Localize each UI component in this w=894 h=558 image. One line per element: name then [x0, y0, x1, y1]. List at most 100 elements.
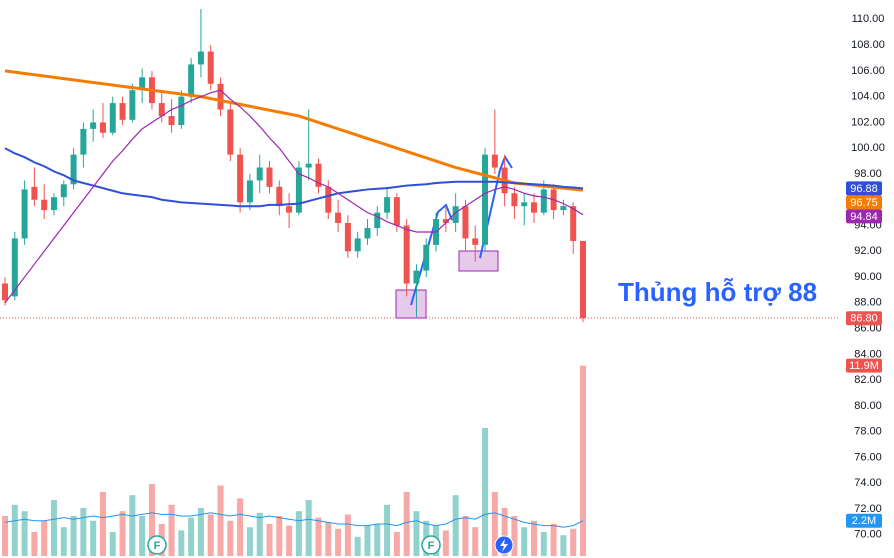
candle-body — [482, 154, 489, 245]
volume-bar — [227, 520, 234, 556]
y-tick-label: 110.00 — [852, 13, 885, 25]
event-marker: F — [147, 535, 167, 555]
y-tick-label: 74.00 — [854, 477, 882, 489]
candle-body — [423, 244, 430, 271]
candle-body — [462, 206, 469, 239]
volume-bar — [472, 527, 479, 556]
y-tick-label: 92.00 — [854, 245, 882, 257]
volume-bar — [491, 492, 498, 556]
volume-bar — [374, 524, 381, 556]
annotation: Thủng hỗ trợ 88 — [618, 277, 817, 307]
y-tick-label: 86.00 — [854, 323, 882, 335]
event-marker — [494, 535, 514, 555]
candle-body — [11, 238, 18, 297]
price-tag-label: 96.88 — [850, 183, 878, 195]
price-tag-label: 86.80 — [850, 313, 878, 325]
volume-bar — [442, 530, 449, 556]
volume-bar — [295, 511, 302, 556]
volume-bar — [540, 532, 547, 556]
volume-bar — [109, 532, 116, 556]
y-tick-label: 84.00 — [854, 348, 882, 360]
candle-body — [511, 193, 518, 207]
candle-body — [374, 212, 381, 229]
volume-bar — [119, 511, 126, 556]
candle-body — [452, 206, 459, 223]
volume-bar — [452, 495, 459, 556]
candle-body — [237, 154, 244, 203]
volume-bar — [178, 530, 185, 556]
y-tick-label: 100.00 — [851, 142, 885, 154]
candle-body — [80, 128, 87, 155]
candle-body — [178, 96, 185, 126]
candle-body — [540, 189, 547, 213]
y-tick-label: 102.00 — [851, 116, 885, 128]
price-tag-label: 96.75 — [850, 197, 878, 209]
volume-bar — [354, 536, 361, 556]
volume-bar — [501, 508, 508, 556]
volume-bar — [188, 517, 195, 556]
candle-body — [393, 197, 400, 226]
candle-body — [286, 206, 293, 213]
volume-bar — [580, 365, 586, 556]
candle-body — [305, 163, 312, 168]
candle-body — [344, 222, 351, 252]
ma-line — [4, 147, 584, 208]
event-label: F — [428, 540, 435, 552]
volume-bar — [41, 520, 48, 556]
volume-bar — [217, 485, 224, 556]
candle-body — [315, 163, 322, 187]
volume-bar — [99, 492, 106, 556]
ma-line — [4, 69, 584, 192]
price-tag-label: 94.84 — [850, 211, 878, 223]
event-circle — [421, 535, 441, 555]
candle-body — [158, 103, 165, 116]
candle-body — [129, 90, 136, 120]
volume-bar — [570, 528, 577, 556]
volume-bar — [11, 504, 18, 556]
volume-bar — [207, 514, 214, 556]
event-label: F — [154, 540, 161, 552]
candle-body — [521, 202, 528, 207]
candle-body — [531, 202, 538, 213]
volume-bar — [168, 504, 175, 556]
event-icon — [500, 539, 508, 552]
y-tick-label: 108.00 — [851, 39, 885, 51]
volume-bar — [148, 484, 155, 556]
candle-body — [325, 186, 332, 213]
price-tag-label: 11.9M — [849, 360, 879, 372]
y-tick-label: 70.00 — [854, 529, 882, 541]
candle-body — [109, 103, 116, 133]
candle-body — [335, 212, 342, 223]
candle-body — [364, 228, 371, 239]
volume-bar — [21, 511, 28, 556]
y-tick-label: 90.00 — [854, 271, 882, 283]
candle-body — [207, 51, 214, 84]
candle-body — [256, 167, 263, 181]
candle-body — [413, 270, 420, 284]
volume-bar — [246, 527, 253, 556]
y-tick-label: 78.00 — [854, 426, 882, 438]
volume-bar — [560, 535, 567, 556]
volume-bar — [511, 516, 518, 556]
candle-body — [139, 77, 146, 91]
y-tick-label: 104.00 — [851, 91, 885, 103]
volume-bar — [344, 514, 351, 556]
candle-body — [227, 109, 234, 155]
volume-bar — [325, 522, 332, 556]
candle-body — [472, 238, 479, 245]
candle-body — [570, 206, 577, 241]
candle-body — [60, 184, 67, 198]
volume-bar — [139, 516, 146, 556]
volume-bar — [90, 520, 97, 556]
candle-body — [266, 167, 273, 187]
candle-body — [403, 225, 410, 284]
volume-bar — [31, 532, 38, 556]
highlight-box — [458, 250, 499, 272]
volume-bar — [550, 524, 557, 556]
price-tag — [846, 209, 882, 224]
volume-bar — [521, 527, 528, 556]
volume-ma-line — [4, 512, 584, 528]
volume-bar — [462, 516, 469, 556]
candle-body — [580, 240, 586, 319]
